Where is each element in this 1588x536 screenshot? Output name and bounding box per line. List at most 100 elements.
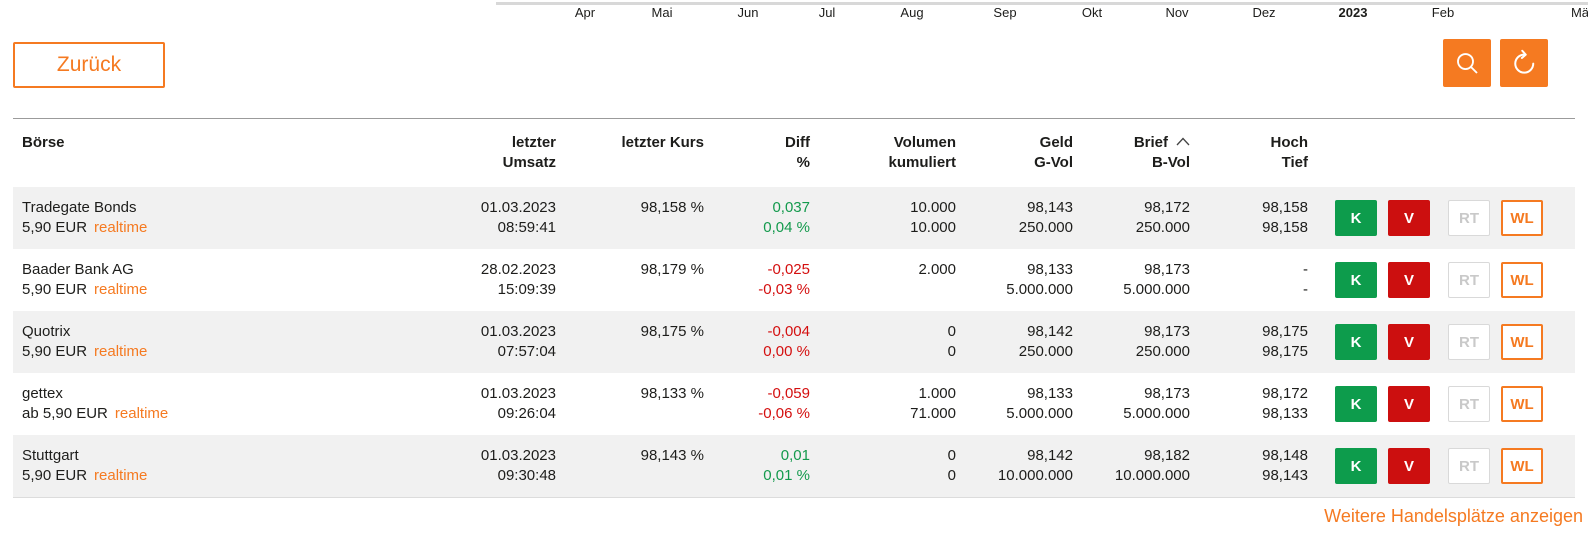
last-price-cell: 98,158 %: [640, 199, 704, 216]
watchlist-button[interactable]: WL: [1501, 448, 1543, 484]
buy-button[interactable]: K: [1335, 386, 1377, 422]
realtime-label: realtime: [94, 281, 148, 298]
chevron-up-icon: [1176, 137, 1190, 146]
realtime-push-button[interactable]: RT: [1448, 448, 1490, 484]
bid-cell: 98,142 250.000: [1018, 323, 1073, 360]
exchange-fee: 5,90 EUR: [22, 467, 88, 484]
toolbar-icon-buttons: [1443, 39, 1548, 87]
sell-button[interactable]: V: [1388, 448, 1430, 484]
exchange-quotes-table: Börse letzter Umsatz letzter Kurs Diff %…: [13, 118, 1575, 498]
exchange-name: Tradegate Bonds: [22, 199, 137, 216]
volume-cell: 2.000: [918, 261, 956, 278]
exchange-fee: ab 5,90 EUR: [22, 405, 108, 422]
diff-cell: -0,059 -0,06 %: [758, 385, 810, 422]
table-row-tradegate-bonds: Tradegate Bonds 5,90 EUR realtime 01.03.2…: [13, 187, 1575, 249]
realtime-label: realtime: [94, 219, 148, 236]
ask-cell: 98,173 5.000.000: [1123, 385, 1190, 422]
chart-baseline: [496, 2, 1588, 5]
header-volumen: Volumen kumuliert: [888, 134, 956, 171]
volume-cell: 10.000 10.000: [910, 199, 956, 236]
diff-cell: -0,004 0,00 %: [763, 323, 810, 360]
sell-button[interactable]: V: [1388, 262, 1430, 298]
buy-button[interactable]: K: [1335, 262, 1377, 298]
ask-cell: 98,173 250.000: [1135, 323, 1190, 360]
watchlist-button[interactable]: WL: [1501, 386, 1543, 422]
watchlist-button[interactable]: WL: [1501, 324, 1543, 360]
refresh-button[interactable]: [1500, 39, 1548, 87]
bid-cell: 98,143 250.000: [1018, 199, 1073, 236]
realtime-push-button[interactable]: RT: [1448, 324, 1490, 360]
axis-month-label: Mä: [1570, 5, 1588, 20]
volume-cell: 1.000 71.000: [910, 385, 956, 422]
axis-month-label: Okt: [1081, 5, 1103, 20]
axis-month-label: Nov: [1165, 5, 1189, 20]
last-trade-cell: 28.02.2023 15:09:39: [480, 261, 556, 298]
axis-year-label: 2023: [1338, 5, 1368, 20]
exchange-fee: 5,90 EUR: [22, 281, 88, 298]
header-boerse: Börse: [22, 134, 65, 151]
last-trade-cell: 01.03.2023 09:26:04: [480, 385, 556, 422]
diff-cell: -0,025 -0,03 %: [758, 261, 810, 298]
table-row-gettex: gettex ab 5,90 EUR realtime 01.03.2023 09:…: [13, 373, 1575, 435]
sell-button[interactable]: V: [1388, 200, 1430, 236]
exchange-fee: 5,90 EUR: [22, 219, 88, 236]
header-diff: Diff %: [785, 134, 810, 171]
buy-button[interactable]: K: [1335, 324, 1377, 360]
high-low-cell: --: [1303, 261, 1308, 298]
ask-cell: 98,172 250.000: [1135, 199, 1190, 236]
realtime-push-button[interactable]: RT: [1448, 262, 1490, 298]
axis-month-label: Aug: [900, 5, 924, 20]
axis-month-label: Apr: [574, 5, 596, 20]
table-row-stuttgart: Stuttgart 5,90 EUR realtime 01.03.2023 09:…: [13, 435, 1575, 497]
realtime-push-button[interactable]: RT: [1448, 200, 1490, 236]
table-row-baader-bank: Baader Bank AG 5,90 EUR realtime 28.02.20…: [13, 249, 1575, 311]
axis-month-label: Jul: [818, 5, 836, 20]
row-actions: K V RT WL: [1308, 386, 1575, 422]
realtime-label: realtime: [94, 467, 148, 484]
table-row-quotrix: Quotrix 5,90 EUR realtime 01.03.2023 07:57…: [13, 311, 1575, 373]
buy-button[interactable]: K: [1335, 448, 1377, 484]
bid-cell: 98,133 5.000.000: [1006, 261, 1073, 298]
row-actions: K V RT WL: [1308, 448, 1575, 484]
high-low-cell: 98,158 98,158: [1262, 199, 1308, 236]
bid-cell: 98,142 10.000.000: [997, 447, 1073, 484]
more-trading-venues-link[interactable]: Weitere Handelsplätze anzeigen: [1324, 506, 1583, 526]
search-button[interactable]: [1443, 39, 1491, 87]
realtime-push-button[interactable]: RT: [1448, 386, 1490, 422]
last-price-cell: 98,175 %: [640, 323, 704, 340]
ask-cell: 98,173 5.000.000: [1123, 261, 1190, 298]
realtime-label: realtime: [94, 343, 148, 360]
last-trade-cell: 01.03.2023 09:30:48: [480, 447, 556, 484]
high-low-cell: 98,172 98,133: [1262, 385, 1308, 422]
sell-button[interactable]: V: [1388, 324, 1430, 360]
axis-month-label: Mai: [651, 5, 673, 20]
header-hoch-tief: Hoch Tief: [1270, 134, 1309, 171]
row-actions: K V RT WL: [1308, 324, 1575, 360]
high-low-cell: 98,175 98,175: [1262, 323, 1308, 360]
table-header-row: Börse letzter Umsatz letzter Kurs Diff %…: [13, 118, 1575, 187]
high-low-cell: 98,148 98,143: [1262, 447, 1308, 484]
axis-month-label: Dez: [1252, 5, 1276, 20]
sell-button[interactable]: V: [1388, 386, 1430, 422]
last-trade-cell: 01.03.2023 07:57:04: [480, 323, 556, 360]
exchange-fee: 5,90 EUR: [22, 343, 88, 360]
watchlist-button[interactable]: WL: [1501, 200, 1543, 236]
last-price-cell: 98,143 %: [640, 447, 704, 464]
table-body: Tradegate Bonds 5,90 EUR realtime 01.03.2…: [13, 187, 1575, 498]
ask-cell: 98,182 10.000.000: [1114, 447, 1190, 484]
header-brief-sort[interactable]: Brief B-Vol: [1133, 134, 1190, 171]
exchange-name: Quotrix: [22, 323, 71, 340]
exchange-name: Baader Bank AG: [22, 261, 134, 278]
bid-cell: 98,133 5.000.000: [1006, 385, 1073, 422]
buy-button[interactable]: K: [1335, 200, 1377, 236]
row-actions: K V RT WL: [1308, 262, 1575, 298]
last-price-cell: 98,179 %: [640, 261, 704, 278]
axis-month-label: Sep: [993, 5, 1017, 20]
watchlist-button[interactable]: WL: [1501, 262, 1543, 298]
back-button[interactable]: Zurück: [13, 42, 165, 88]
axis-month-label: Jun: [737, 5, 759, 20]
search-icon: [1452, 48, 1482, 78]
last-trade-cell: 01.03.2023 08:59:41: [480, 199, 556, 236]
